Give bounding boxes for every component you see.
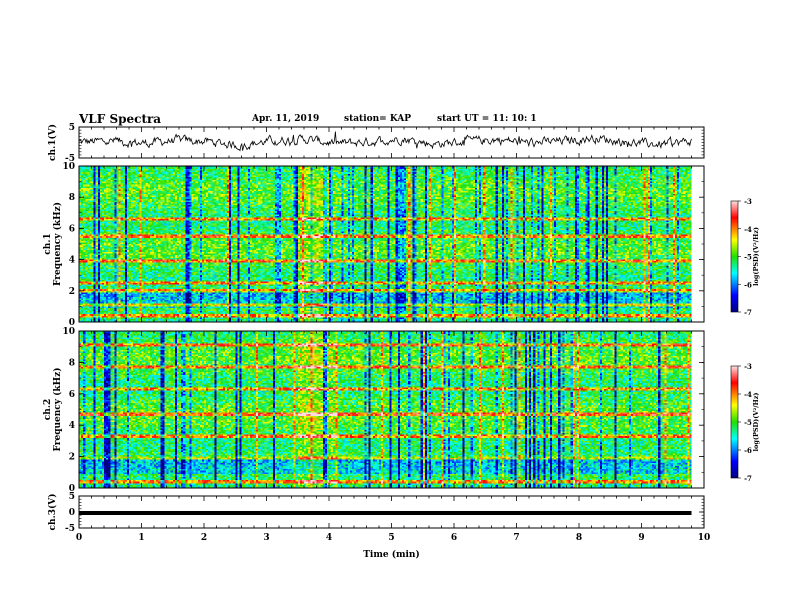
y-tick-label: 6 — [69, 224, 75, 234]
colorbar-tick-label: -5 — [744, 253, 752, 262]
y-tick-label: 0 — [69, 484, 75, 494]
x-tick-label: 2 — [201, 533, 207, 543]
colorbar-label-text: log(PSD)(V²/Hz) — [752, 227, 760, 286]
y-tick-label: 0 — [69, 318, 75, 328]
ch2-spectrogram-ylabel: ch.2 Frequency (kHz) — [43, 367, 63, 451]
ch1-colorbar — [730, 200, 739, 313]
ch1-waveform-line — [78, 131, 692, 152]
date-label: Apr. 11, 2019 — [252, 114, 320, 124]
colorbar-label: log(PSD)(V²/Hz) — [752, 393, 760, 452]
colorbar-tick-label: -7 — [744, 474, 752, 483]
x-tick-label: 5 — [388, 533, 394, 543]
ch1-waveform-ylabel: ch.1(V) — [47, 124, 58, 161]
colorbar-tick-label: -4 — [744, 225, 752, 234]
y-tick-label: 4 — [69, 421, 75, 431]
ch2-colorbar — [730, 365, 739, 479]
colorbar-tick-label: -6 — [744, 280, 752, 289]
ch3-waveform-ylabel: ch.3(V) — [47, 494, 58, 531]
station-label: station= KAP — [344, 114, 412, 124]
ch3-waveform-ylabel-line: ch.3(V) — [47, 494, 58, 531]
y-tick-label: 8 — [69, 193, 75, 203]
x-axis-label: Time (min) — [363, 549, 420, 560]
colorbar-tick-label: -3 — [744, 197, 752, 206]
y-tick-label: 6 — [69, 390, 75, 400]
start-time-label: start UT = 11: 10: 1 — [437, 114, 537, 124]
y-tick-label: 5 — [69, 492, 75, 502]
x-tick-label: 4 — [326, 533, 332, 543]
x-tick-label: 1 — [138, 533, 144, 543]
x-tick-label: 7 — [513, 533, 519, 543]
colorbar-tick-label: -6 — [744, 446, 752, 455]
ch1-spectrogram-image — [79, 166, 704, 322]
ch1-spectrogram-ylabel-line: Frequency (kHz) — [52, 202, 63, 286]
x-tick-label: 8 — [576, 533, 582, 543]
colorbar-tick-label: -7 — [744, 308, 752, 317]
y-tick-label: 5 — [69, 123, 75, 133]
ch2-spectrogram-image — [79, 331, 704, 488]
ch2-spectrogram-ylabel-line: Frequency (kHz) — [52, 367, 63, 451]
y-tick-label: 10 — [62, 162, 75, 172]
y-tick-label: 10 — [62, 327, 75, 337]
y-tick-label: -5 — [65, 524, 75, 534]
y-tick-label: 8 — [69, 358, 75, 368]
y-tick-label: 2 — [69, 453, 75, 463]
ch1-spectrogram-ylabel: ch.1 Frequency (kHz) — [43, 202, 63, 286]
y-tick-label: 4 — [69, 256, 75, 266]
y-tick-label: 2 — [69, 287, 75, 297]
x-tick-label: 10 — [698, 533, 711, 543]
colorbar-tick-label: -4 — [744, 390, 752, 399]
figure-title: VLF Spectra — [79, 112, 162, 126]
x-tick-label: 9 — [638, 533, 644, 543]
colorbar-label-text: log(PSD)(V²/Hz) — [752, 393, 760, 452]
y-tick-label: -5 — [65, 154, 75, 164]
ch1-waveform-ylabel-line: ch.1(V) — [47, 124, 58, 161]
x-tick-label: 0 — [76, 533, 82, 543]
ch2-spectrogram-ylabel-line: ch.2 — [43, 399, 53, 420]
x-tick-label: 3 — [263, 533, 269, 543]
y-tick-label: 0 — [69, 508, 75, 518]
colorbar-tick-label: -3 — [744, 362, 752, 371]
ch1-spectrogram-ylabel-line: ch.1 — [43, 233, 53, 254]
colorbar-label: log(PSD)(V²/Hz) — [752, 227, 760, 286]
colorbar-tick-label: -5 — [744, 418, 752, 427]
x-tick-label: 6 — [451, 533, 457, 543]
